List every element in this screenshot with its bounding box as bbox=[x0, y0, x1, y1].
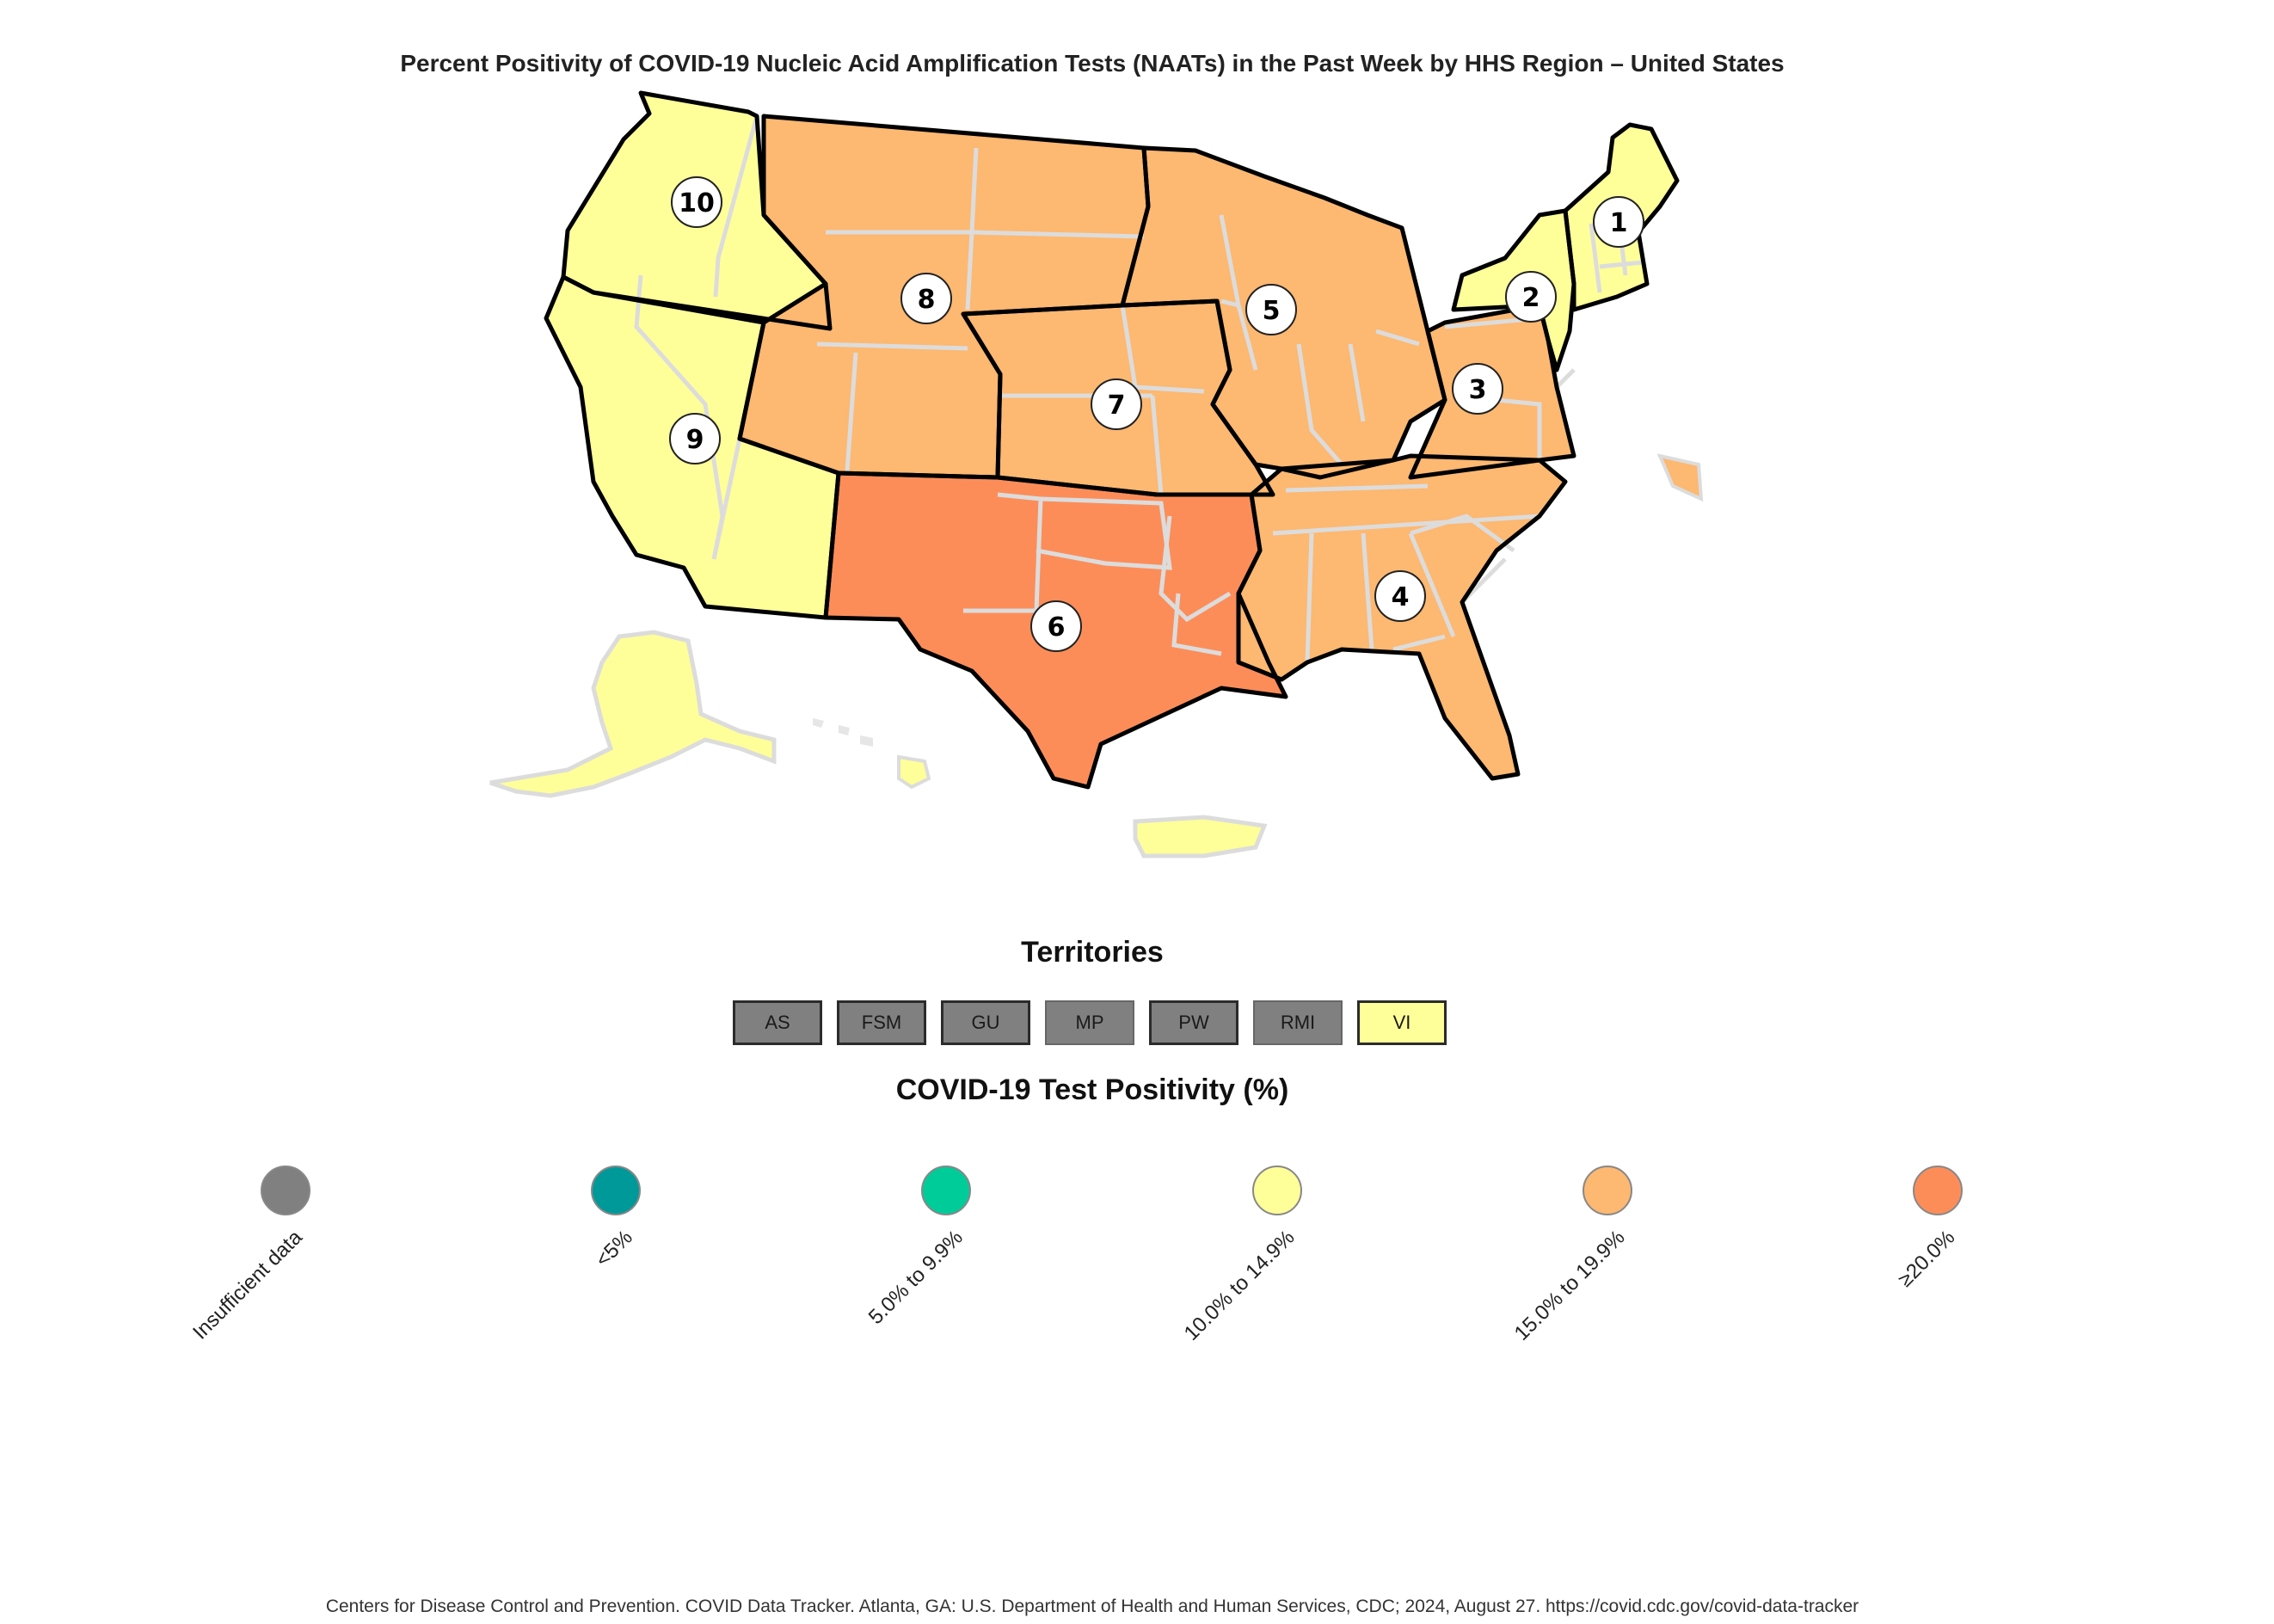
legend-heading: COVID-19 Test Positivity (%) bbox=[895, 1073, 1289, 1106]
legend-label-15-to-19: 15.0% to 19.9% bbox=[1509, 1226, 1630, 1345]
legend-swatch-20-plus bbox=[1913, 1166, 1963, 1215]
region-label-8[interactable]: 8 bbox=[900, 273, 952, 324]
legend-swatch-5-to-9 bbox=[921, 1166, 971, 1215]
hhs-region-map: 10 9 8 7 6 5 4 3 2 1 bbox=[489, 90, 1704, 858]
legend-label-10-to-14: 10.0% to 14.9% bbox=[1179, 1226, 1300, 1345]
legend-swatch-under-5 bbox=[591, 1166, 641, 1215]
hawaii bbox=[813, 718, 931, 790]
territory-rmi[interactable]: RMI bbox=[1253, 1000, 1343, 1045]
territory-as[interactable]: AS bbox=[733, 1000, 822, 1045]
region-label-3[interactable]: 3 bbox=[1452, 363, 1503, 415]
legend-swatch-10-to-14 bbox=[1252, 1166, 1302, 1215]
region-label-5[interactable]: 5 bbox=[1245, 284, 1297, 335]
svg-text:3: 3 bbox=[1469, 375, 1487, 405]
svg-text:2: 2 bbox=[1522, 283, 1540, 313]
region-outlines bbox=[544, 90, 1680, 790]
svg-text:5: 5 bbox=[1263, 296, 1281, 326]
region-label-6[interactable]: 6 bbox=[1030, 600, 1082, 652]
region-labels: 10 9 8 7 6 5 4 3 2 1 bbox=[669, 176, 1644, 652]
svg-text:10: 10 bbox=[679, 188, 715, 218]
region-label-4[interactable]: 4 bbox=[1374, 570, 1426, 622]
territory-vi[interactable]: VI bbox=[1357, 1000, 1447, 1045]
legend-swatch-insufficient bbox=[261, 1166, 310, 1215]
citation: Centers for Disease Control and Preventi… bbox=[325, 1596, 1859, 1616]
region-label-2[interactable]: 2 bbox=[1505, 271, 1557, 323]
page-title: Percent Positivity of COVID-19 Nucleic A… bbox=[400, 50, 1785, 77]
legend-label-20-plus: ≥20.0% bbox=[1893, 1226, 1960, 1292]
alaska bbox=[489, 630, 777, 798]
svg-text:1: 1 bbox=[1610, 208, 1628, 238]
puerto-rico bbox=[1133, 815, 1268, 858]
svg-text:9: 9 bbox=[686, 425, 704, 455]
svg-text:6: 6 bbox=[1048, 612, 1066, 643]
territories-heading: Territories bbox=[1021, 936, 1164, 969]
svg-text:7: 7 bbox=[1108, 391, 1126, 421]
svg-text:4: 4 bbox=[1392, 582, 1410, 612]
region-label-9[interactable]: 9 bbox=[669, 413, 721, 464]
svg-text:8: 8 bbox=[918, 285, 936, 315]
legend-swatch-15-to-19 bbox=[1583, 1166, 1632, 1215]
legend-label-insufficient: Insufficient data bbox=[188, 1226, 308, 1344]
territory-gu[interactable]: GU bbox=[941, 1000, 1030, 1045]
territory-mp[interactable]: MP bbox=[1045, 1000, 1134, 1045]
territory-fsm[interactable]: FSM bbox=[837, 1000, 926, 1045]
legend-label-under-5: <5% bbox=[591, 1226, 638, 1272]
dc-inset bbox=[1656, 453, 1704, 502]
legend-label-5-to-9: 5.0% to 9.9% bbox=[864, 1226, 968, 1330]
region-label-1[interactable]: 1 bbox=[1593, 196, 1644, 248]
territory-pw[interactable]: PW bbox=[1149, 1000, 1238, 1045]
territories-row: AS FSM GU MP PW RMI VI bbox=[733, 1000, 1447, 1045]
region-label-7[interactable]: 7 bbox=[1091, 378, 1142, 430]
region-label-10[interactable]: 10 bbox=[671, 176, 722, 228]
